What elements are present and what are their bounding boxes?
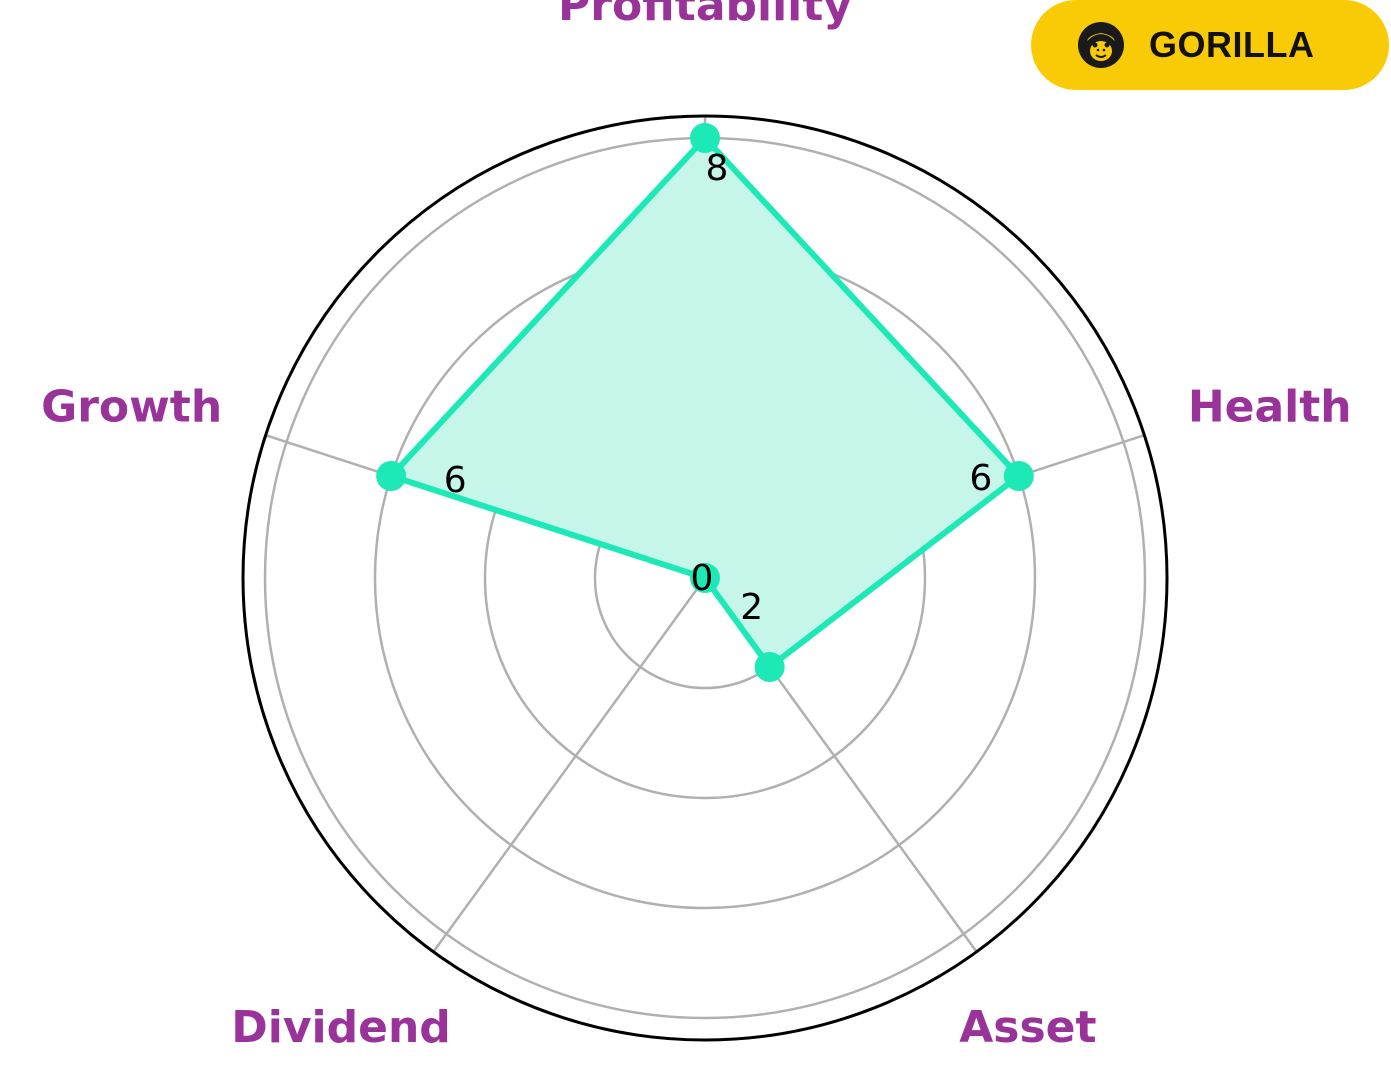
brand-name: GORILLA [1149,24,1315,65]
series-area [391,138,1019,667]
axis-label-growth: Growth [41,381,222,432]
data-point-dividend [690,563,720,593]
value-label-growth: 6 [444,460,467,501]
axis-label-health: Health [1188,381,1352,432]
axis-label-profitability: Profitability [558,0,852,31]
brand-badge: GORILLA [1031,0,1389,90]
axis-label-dividend: Dividend [231,1002,451,1053]
radar-labels: 8 6 20 6 Profitability Health Asset Dividend Gro… [41,0,1352,1053]
grid-spoke [432,577,707,953]
series-line [388,135,1022,670]
data-point-profitability [690,123,720,153]
value-label-dividend: 0 [691,558,714,599]
value-label-profitability: 8 [706,148,729,189]
data-point-asset [754,651,785,682]
data-point-growth [376,461,407,492]
axis-label-asset: Asset [959,1002,1096,1053]
gorilla-head-icon [1077,21,1125,69]
radar-frame [241,114,1169,1042]
data-point-health [1003,461,1034,492]
value-label-health: 6 [969,458,992,499]
value-label-asset: 2 [740,587,763,628]
radar-series [376,123,1034,682]
